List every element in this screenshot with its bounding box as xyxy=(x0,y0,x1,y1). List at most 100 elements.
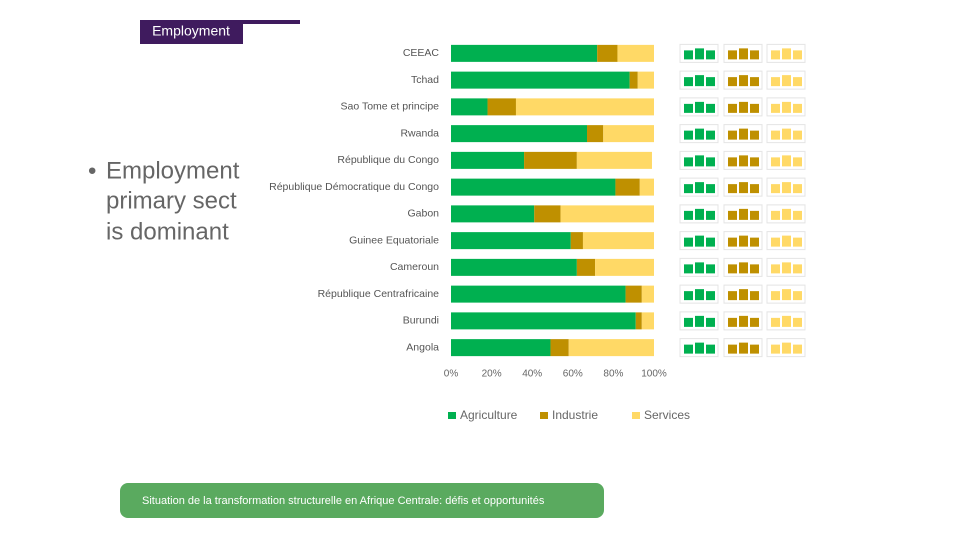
thumbnail-bar xyxy=(728,130,737,140)
thumbnail-bar xyxy=(706,210,715,220)
thumbnail-bar xyxy=(782,262,791,274)
y-tick-label: Rwanda xyxy=(400,127,439,139)
thumbnail-bar xyxy=(739,128,748,140)
thumbnail-bar xyxy=(793,264,802,274)
thumbnail-bar xyxy=(782,182,791,194)
thumbnail-bar xyxy=(684,157,693,167)
thumbnail-bar xyxy=(706,237,715,247)
thumbnail-bar xyxy=(684,103,693,113)
thumbnail-bar xyxy=(739,315,748,327)
bar-segment xyxy=(582,232,654,250)
thumbnail-bar xyxy=(695,289,704,301)
thumbnail-bar xyxy=(793,344,802,354)
thumbnail-bar xyxy=(695,75,704,87)
thumbnail-bar xyxy=(684,291,693,301)
thumbnail-bar xyxy=(782,342,791,354)
thumbnail-bar xyxy=(695,101,704,113)
thumbnail-bar xyxy=(695,342,704,354)
bar-segment xyxy=(451,125,588,143)
bar-segment xyxy=(451,44,598,62)
thumbnail-bar xyxy=(706,264,715,274)
thumbnail-bar xyxy=(728,237,737,247)
thumbnail-bar xyxy=(706,317,715,327)
bar-segment xyxy=(451,178,616,196)
y-tick-label: CEEAC xyxy=(403,47,440,59)
bar-segment xyxy=(595,258,654,276)
thumbnail-bar xyxy=(771,50,780,60)
thumbnail-bar xyxy=(728,184,737,194)
y-tick-label: Angola xyxy=(406,341,439,353)
thumbnail-bar xyxy=(706,291,715,301)
thumbnail-bar xyxy=(728,77,737,87)
bar-segment xyxy=(635,312,642,330)
bar-segment xyxy=(524,151,577,169)
bullet-line: is dominant xyxy=(106,218,229,245)
x-tick-label: 60% xyxy=(563,369,583,380)
bullet-line: primary sect xyxy=(106,187,237,214)
thumbnail-bar xyxy=(739,262,748,274)
thumbnail-bar xyxy=(684,77,693,87)
thumbnail-bar xyxy=(793,77,802,87)
thumbnail-bar xyxy=(684,317,693,327)
thumbnail-bar xyxy=(706,344,715,354)
legend-label: Services xyxy=(644,408,690,422)
thumbnail-bar xyxy=(793,103,802,113)
thumbnail-bar xyxy=(782,128,791,140)
bar-segment xyxy=(641,285,654,303)
thumbnail-bar xyxy=(782,75,791,87)
thumbnail-bar xyxy=(771,77,780,87)
thumbnail-bar xyxy=(771,157,780,167)
thumbnail-bar xyxy=(706,50,715,60)
thumbnail-bar xyxy=(750,264,759,274)
thumbnail-bar xyxy=(695,155,704,167)
thumbnail-bar xyxy=(750,77,759,87)
bar-segment xyxy=(451,339,551,357)
thumbnail-bar xyxy=(728,157,737,167)
thumbnail-bar xyxy=(771,344,780,354)
bar-segment xyxy=(576,258,596,276)
thumbnail-bar xyxy=(750,184,759,194)
thumbnail-bar xyxy=(684,210,693,220)
bar-segment xyxy=(487,98,516,116)
y-tick-label: Guinee Equatoriale xyxy=(349,234,439,246)
y-tick-label: République Centrafricaine xyxy=(318,288,440,300)
thumbnail-bar xyxy=(782,235,791,247)
thumbnail-bar xyxy=(728,317,737,327)
thumbnail-bar xyxy=(771,237,780,247)
thumbnail-bar xyxy=(793,210,802,220)
y-tick-label: République Démocratique du Congo xyxy=(269,181,439,193)
bar-segment xyxy=(568,339,654,357)
header-title: Employment xyxy=(152,23,230,39)
thumbnail-bar xyxy=(771,317,780,327)
thumbnail-bar xyxy=(695,315,704,327)
bar-segment xyxy=(617,44,654,62)
bar-segment xyxy=(576,151,652,169)
thumbnail-bar xyxy=(793,157,802,167)
thumbnail-bar xyxy=(771,103,780,113)
thumbnail-bar xyxy=(684,50,693,60)
thumbnail-bar xyxy=(750,130,759,140)
thumbnail-bar xyxy=(739,235,748,247)
thumbnail-bar xyxy=(793,237,802,247)
y-tick-label: Cameroun xyxy=(390,261,439,273)
bar-segment xyxy=(570,232,583,250)
thumbnail-bar xyxy=(750,344,759,354)
bar-segment xyxy=(625,285,642,303)
thumbnail-bar xyxy=(695,182,704,194)
thumbnail-bar xyxy=(728,264,737,274)
thumbnail-bar xyxy=(793,184,802,194)
thumbnail-bar xyxy=(706,103,715,113)
thumbnail-bar xyxy=(728,50,737,60)
thumbnail-bar xyxy=(750,317,759,327)
x-tick-label: 20% xyxy=(482,369,502,380)
thumbnail-bar xyxy=(771,184,780,194)
thumbnail-bar xyxy=(782,101,791,113)
y-tick-label: Gabon xyxy=(407,208,439,220)
legend-swatch xyxy=(632,412,640,419)
thumbnail-bar xyxy=(739,48,748,60)
chart: 0% 20% 40% 60% 80% 100% CEEAC Tchad Sao Tome et … xyxy=(269,43,806,422)
thumbnail-bar xyxy=(750,157,759,167)
x-tick-label: 100% xyxy=(641,369,667,380)
thumbnail-bar xyxy=(793,50,802,60)
